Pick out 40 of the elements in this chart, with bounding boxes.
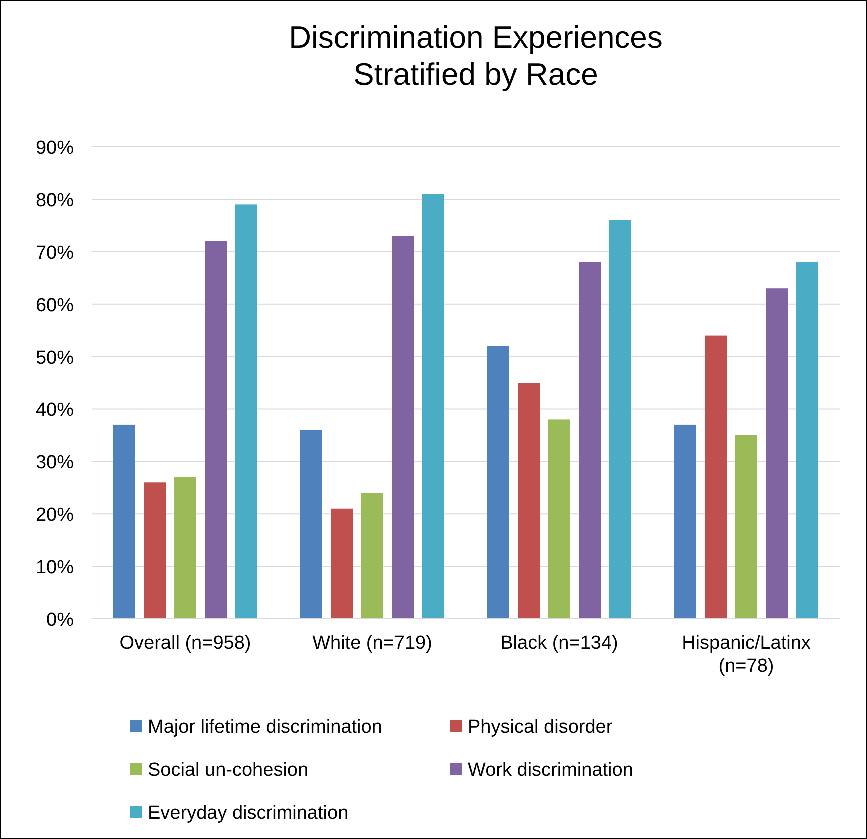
bar <box>205 241 227 619</box>
y-tick-label: 30% <box>36 452 74 474</box>
bar <box>174 477 196 619</box>
bar <box>236 204 258 619</box>
y-tick-label: 10% <box>36 558 74 579</box>
bar <box>392 236 414 619</box>
bar <box>736 435 758 619</box>
y-tick-label: 20% <box>36 505 74 526</box>
chart-title: Discrimination Experiences Stratified by Race <box>289 20 663 92</box>
y-tick-label: 90% <box>36 138 74 159</box>
y-tick-label: 70% <box>36 242 74 264</box>
bar <box>674 424 696 619</box>
bar <box>362 493 384 619</box>
bar <box>705 336 727 619</box>
bar <box>114 424 136 619</box>
bar <box>796 262 818 619</box>
bar <box>331 508 353 619</box>
x-tick-label: Hispanic/Latinx (n=78) <box>682 633 812 677</box>
legend-label: Physical disorder <box>468 717 614 738</box>
bar <box>579 262 601 619</box>
bar <box>422 194 444 619</box>
legend-label: Everyday discrimination <box>148 803 349 824</box>
y-tick-label: 60% <box>36 295 74 316</box>
bar <box>144 482 166 619</box>
legend-label: Work discrimination <box>468 760 634 781</box>
bar <box>300 430 322 619</box>
y-tick-label: 40% <box>36 400 74 422</box>
bar <box>766 288 788 619</box>
y-tick-label: 0% <box>46 610 74 631</box>
bar <box>488 346 510 619</box>
legend-label: Major lifetime discrimination <box>148 717 382 738</box>
bar <box>610 220 632 619</box>
y-tick-label: 50% <box>36 348 74 369</box>
legend-label: Social un-cohesion <box>148 760 309 781</box>
x-tick-label: Black (n=134) <box>500 633 618 654</box>
x-tick-label: White (n=719) <box>312 633 432 654</box>
y-tick-label: 80% <box>36 190 74 212</box>
bar <box>518 383 540 619</box>
bar <box>548 420 570 619</box>
x-tick-label: Overall (n=958) <box>120 633 252 654</box>
